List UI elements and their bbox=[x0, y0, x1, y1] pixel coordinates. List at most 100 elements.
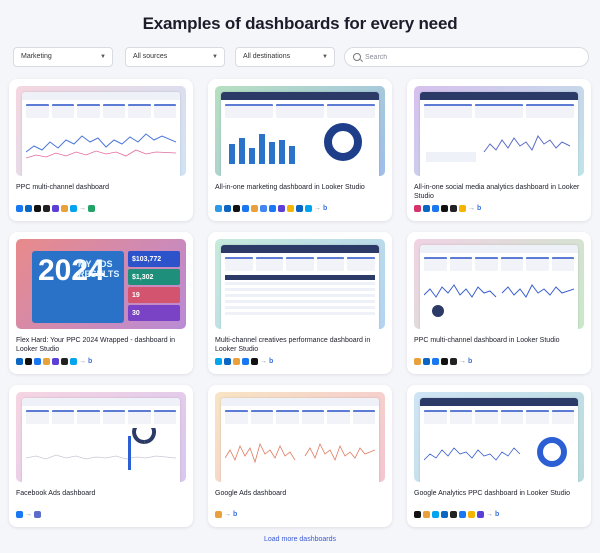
thumbnail-sheet bbox=[22, 92, 180, 176]
thumbnail-header bbox=[420, 245, 578, 253]
dashboard-card[interactable]: Facebook Ads dashboard → bbox=[9, 385, 193, 527]
dashboard-card[interactable]: All-in-one marketing dashboard in Looker… bbox=[208, 79, 392, 221]
card-title: PPC multi-channel dashboard in Looker St… bbox=[414, 337, 560, 344]
arrow-icon: → bbox=[25, 510, 32, 518]
dashboard-thumbnail bbox=[215, 86, 385, 176]
x-icon bbox=[450, 510, 457, 518]
wrapped-stat: 19 bbox=[128, 287, 180, 303]
category-select[interactable]: Marketing ▼ bbox=[13, 47, 113, 67]
looker-studio-icon: b bbox=[468, 357, 473, 365]
thumbnail-header bbox=[420, 398, 578, 406]
connector-logos: → b bbox=[414, 204, 481, 212]
x-icon bbox=[450, 357, 457, 365]
wrapped-stat: $1,302 bbox=[128, 269, 180, 285]
card-title: Flex Hard: Your PPC 2024 Wrapped - dashb… bbox=[16, 337, 176, 353]
connector-logos: → b bbox=[215, 204, 327, 212]
looker-studio-icon: b bbox=[233, 510, 238, 518]
arrow-icon: → bbox=[468, 204, 475, 212]
quora-icon bbox=[52, 357, 59, 365]
thumbnail-kpis bbox=[225, 257, 375, 271]
chevron-down-icon: ▼ bbox=[100, 54, 106, 60]
tiktok-icon bbox=[25, 357, 32, 365]
search-input[interactable] bbox=[365, 51, 580, 64]
looker-studio-icon: b bbox=[88, 357, 93, 365]
facebook-icon bbox=[242, 204, 249, 212]
looker-studio-icon: b bbox=[269, 357, 274, 365]
thumbnail-header bbox=[420, 92, 578, 100]
thumbnail-sheet bbox=[420, 398, 578, 482]
card-title: PPC multi-channel dashboard bbox=[16, 184, 109, 191]
x-icon bbox=[450, 204, 457, 212]
looker-studio-icon: b bbox=[323, 204, 328, 212]
thumbnail-header bbox=[22, 92, 180, 100]
sources-select[interactable]: All sources ▼ bbox=[125, 47, 225, 67]
arrow-icon: → bbox=[459, 357, 466, 365]
google-ads-icon bbox=[43, 357, 50, 365]
google-ads-icon bbox=[215, 510, 222, 518]
thumbnail-chart bbox=[25, 420, 177, 470]
tiktok-icon bbox=[233, 204, 240, 212]
dashboard-card[interactable]: Google Ads dashboard → b bbox=[208, 385, 392, 527]
thumbnail-sheet bbox=[22, 398, 180, 482]
tiktok-icon bbox=[441, 204, 448, 212]
linkedin-icon bbox=[423, 204, 430, 212]
bing-icon bbox=[70, 357, 77, 365]
thumbnail-kpis bbox=[225, 104, 375, 118]
instagram-icon bbox=[414, 204, 421, 212]
thumbnail-kpis bbox=[26, 104, 176, 118]
google-ads-icon bbox=[233, 357, 240, 365]
card-title: All-in-one social media analytics dashbo… bbox=[414, 184, 580, 200]
wrapped-hero: 2024 MY ADS RESULTS bbox=[32, 251, 124, 323]
thumbnail-table bbox=[225, 275, 375, 317]
arrow-icon: → bbox=[79, 204, 86, 212]
load-more-button[interactable]: Load more dashboards bbox=[264, 536, 336, 543]
dashboard-thumbnail bbox=[414, 86, 584, 176]
wrapped-tagline: MY ADS RESULTS bbox=[78, 259, 120, 279]
connector-logos: → b bbox=[16, 357, 92, 365]
dashboard-card[interactable]: Multi-channel creatives performance dash… bbox=[208, 232, 392, 374]
linkedin-icon bbox=[224, 357, 231, 365]
facebook-icon bbox=[432, 357, 439, 365]
bing-icon bbox=[305, 204, 312, 212]
facebook-icon bbox=[459, 510, 466, 518]
thumbnail-kpis bbox=[424, 410, 574, 424]
thumbnail-chart bbox=[25, 122, 177, 164]
dashboard-card[interactable]: PPC multi-channel dashboard → bbox=[9, 79, 193, 221]
thumbnail-chart bbox=[423, 275, 575, 317]
dashboard-thumbnail bbox=[16, 392, 186, 482]
quora-icon bbox=[477, 510, 484, 518]
arrow-icon: → bbox=[224, 510, 231, 518]
page-title: Examples of dashboards for every need bbox=[142, 14, 458, 33]
search-icon bbox=[353, 53, 361, 61]
facebook-icon bbox=[16, 204, 23, 212]
thumbnail-sheet bbox=[221, 92, 379, 176]
dashboard-thumbnail bbox=[414, 239, 584, 329]
connector-logos: → b bbox=[215, 357, 273, 365]
destinations-select[interactable]: All destinations ▼ bbox=[235, 47, 335, 67]
tiktok-icon bbox=[251, 357, 258, 365]
card-title: Multi-channel creatives performance dash… bbox=[215, 337, 371, 353]
google-analytics-icon bbox=[468, 510, 475, 518]
wrapped-stat: 30 bbox=[128, 305, 180, 321]
linkedin-icon bbox=[16, 357, 23, 365]
arrow-icon: → bbox=[486, 510, 493, 518]
card-title: Google Analytics PPC dashboard in Looker… bbox=[414, 490, 571, 497]
facebook-icon bbox=[34, 357, 41, 365]
dashboard-card[interactable]: All-in-one social media analytics dashbo… bbox=[407, 79, 591, 221]
quora-icon bbox=[52, 204, 59, 212]
arrow-icon: → bbox=[79, 357, 86, 365]
dashboard-card[interactable]: Google Analytics PPC dashboard in Looker… bbox=[407, 385, 591, 527]
dashboard-thumbnail bbox=[414, 392, 584, 482]
thumbnail-kpis bbox=[26, 410, 176, 424]
linkedin-icon bbox=[423, 357, 430, 365]
search-box[interactable] bbox=[344, 47, 589, 67]
dashboard-thumbnail: 2024 MY ADS RESULTS $103,772 $1,302 19 3… bbox=[16, 239, 186, 329]
connector-logos: → b bbox=[414, 510, 499, 518]
thumbnail-kpis bbox=[225, 410, 375, 424]
card-title: All-in-one marketing dashboard in Looker… bbox=[215, 184, 365, 191]
linkedin-ads-icon bbox=[296, 204, 303, 212]
dashboard-card[interactable]: PPC multi-channel dashboard in Looker St… bbox=[407, 232, 591, 374]
google-ads-icon bbox=[423, 510, 430, 518]
dashboard-card[interactable]: 2024 MY ADS RESULTS $103,772 $1,302 19 3… bbox=[9, 232, 193, 374]
looker-studio-icon: b bbox=[477, 204, 482, 212]
